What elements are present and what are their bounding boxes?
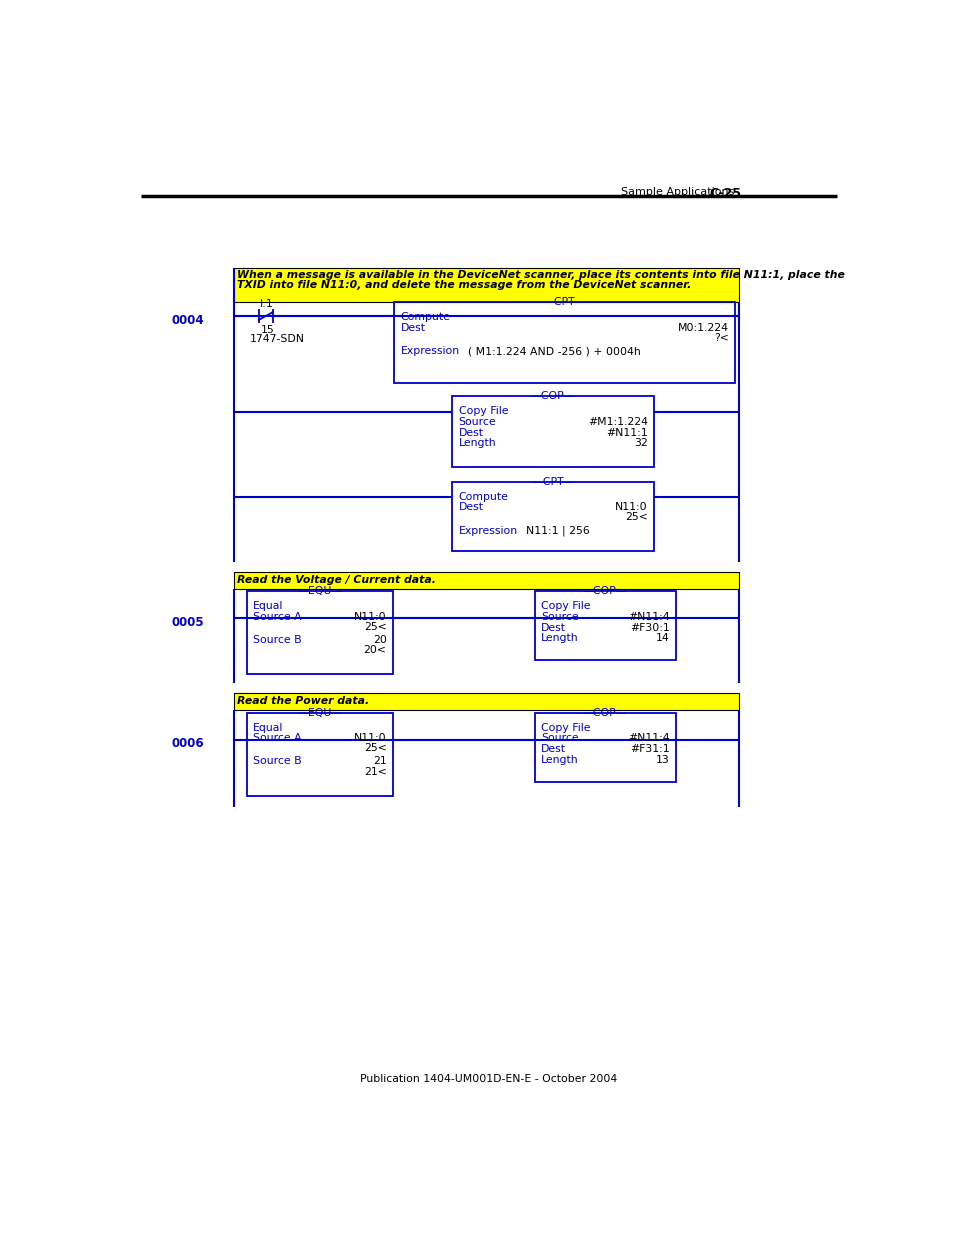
Text: 15: 15	[261, 325, 274, 335]
Text: 25<: 25<	[363, 621, 386, 632]
Bar	[452, 482, 654, 551]
Text: 0005: 0005	[172, 615, 204, 629]
Text: Equal: Equal	[253, 601, 283, 611]
Text: 13: 13	[655, 755, 669, 764]
Text: ?<: ?<	[714, 333, 728, 343]
Text: Equal: Equal	[253, 722, 283, 732]
Text: Compute: Compute	[458, 492, 508, 501]
Text: Length: Length	[458, 438, 496, 448]
Bar	[247, 592, 393, 674]
Bar	[233, 693, 739, 710]
Bar	[394, 303, 735, 383]
Text: ( M1:1.224 AND -256 ) + 0004h: ( M1:1.224 AND -256 ) + 0004h	[468, 346, 640, 356]
Text: #N11:4: #N11:4	[627, 611, 669, 621]
Text: Read the Power data.: Read the Power data.	[236, 697, 369, 706]
Bar	[534, 592, 675, 661]
Text: N11:0: N11:0	[615, 503, 647, 513]
Text: Length: Length	[540, 755, 578, 764]
Bar	[233, 268, 739, 303]
Text: 25<: 25<	[624, 513, 647, 522]
Text: 21: 21	[373, 757, 386, 767]
Text: Sample Applications: Sample Applications	[620, 186, 734, 196]
Text: 14: 14	[655, 634, 669, 643]
Text: #N11:1: #N11:1	[605, 427, 647, 437]
Text: N11:0: N11:0	[354, 611, 386, 621]
Text: Expression: Expression	[458, 526, 517, 536]
Text: Source B: Source B	[253, 757, 302, 767]
Text: I:1: I:1	[260, 299, 274, 309]
Text: Dest: Dest	[400, 324, 425, 333]
Text: #F30:1: #F30:1	[629, 622, 669, 632]
Text: Source: Source	[458, 417, 496, 427]
Text: Copy File: Copy File	[458, 406, 508, 416]
Text: 25<: 25<	[363, 743, 386, 753]
Bar	[233, 572, 739, 589]
Text: #F31:1: #F31:1	[629, 745, 669, 755]
Text: Expression: Expression	[400, 346, 459, 356]
Text: Source A: Source A	[253, 611, 302, 621]
Text: Source: Source	[540, 611, 578, 621]
Bar	[452, 396, 654, 467]
Text: Source: Source	[540, 734, 578, 743]
Text: Dest: Dest	[540, 745, 565, 755]
Text: Dest: Dest	[458, 503, 483, 513]
Text: When a message is available in the DeviceNet scanner, place its contents into fi: When a message is available in the Devic…	[236, 270, 844, 280]
Text: Dest: Dest	[540, 622, 565, 632]
Text: Length: Length	[540, 634, 578, 643]
Text: 20<: 20<	[363, 645, 386, 655]
Text: —COP—: —COP—	[531, 391, 575, 401]
Text: 0004: 0004	[172, 314, 204, 327]
Text: —COP—: —COP—	[582, 585, 627, 597]
Text: M0:1.224: M0:1.224	[678, 324, 728, 333]
Text: Source B: Source B	[253, 635, 302, 645]
Text: —EQU—: —EQU—	[297, 708, 342, 718]
Text: Compute: Compute	[400, 312, 450, 322]
Text: —COP—: —COP—	[582, 708, 627, 718]
Text: #M1:1.224: #M1:1.224	[587, 417, 647, 427]
Text: —CPT—: —CPT—	[532, 477, 574, 487]
Bar	[534, 713, 675, 782]
Text: 0006: 0006	[172, 737, 204, 750]
Text: Read the Voltage / Current data.: Read the Voltage / Current data.	[236, 574, 436, 585]
Text: Copy File: Copy File	[540, 722, 590, 732]
Text: —EQU—: —EQU—	[297, 585, 342, 597]
Text: —CPT—: —CPT—	[543, 298, 585, 308]
Text: Copy File: Copy File	[540, 601, 590, 611]
Text: N11:1 | 256: N11:1 | 256	[525, 526, 589, 536]
Bar	[247, 713, 393, 795]
Text: 32: 32	[634, 438, 647, 448]
Text: Dest: Dest	[458, 427, 483, 437]
Text: 1747-SDN: 1747-SDN	[249, 333, 304, 343]
Text: 21<: 21<	[363, 767, 386, 777]
Text: Source A: Source A	[253, 734, 302, 743]
Text: #N11:4: #N11:4	[627, 734, 669, 743]
Text: C-25: C-25	[709, 186, 741, 200]
Text: 20: 20	[373, 635, 386, 645]
Text: TXID into file N11:0, and delete the message from the DeviceNet scanner.: TXID into file N11:0, and delete the mes…	[236, 280, 691, 290]
Text: N11:0: N11:0	[354, 734, 386, 743]
Text: Publication 1404-UM001D-EN-E - October 2004: Publication 1404-UM001D-EN-E - October 2…	[360, 1073, 617, 1084]
